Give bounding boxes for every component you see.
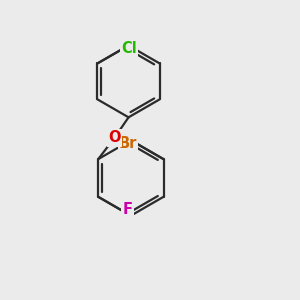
Text: F: F: [123, 202, 133, 217]
Text: O: O: [108, 130, 121, 146]
Text: Br: Br: [119, 136, 137, 151]
Text: Cl: Cl: [121, 41, 137, 56]
